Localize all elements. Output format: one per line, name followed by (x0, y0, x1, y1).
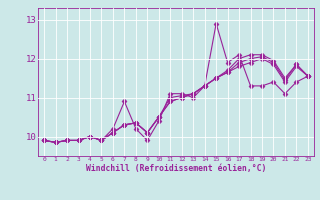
X-axis label: Windchill (Refroidissement éolien,°C): Windchill (Refroidissement éolien,°C) (86, 164, 266, 173)
